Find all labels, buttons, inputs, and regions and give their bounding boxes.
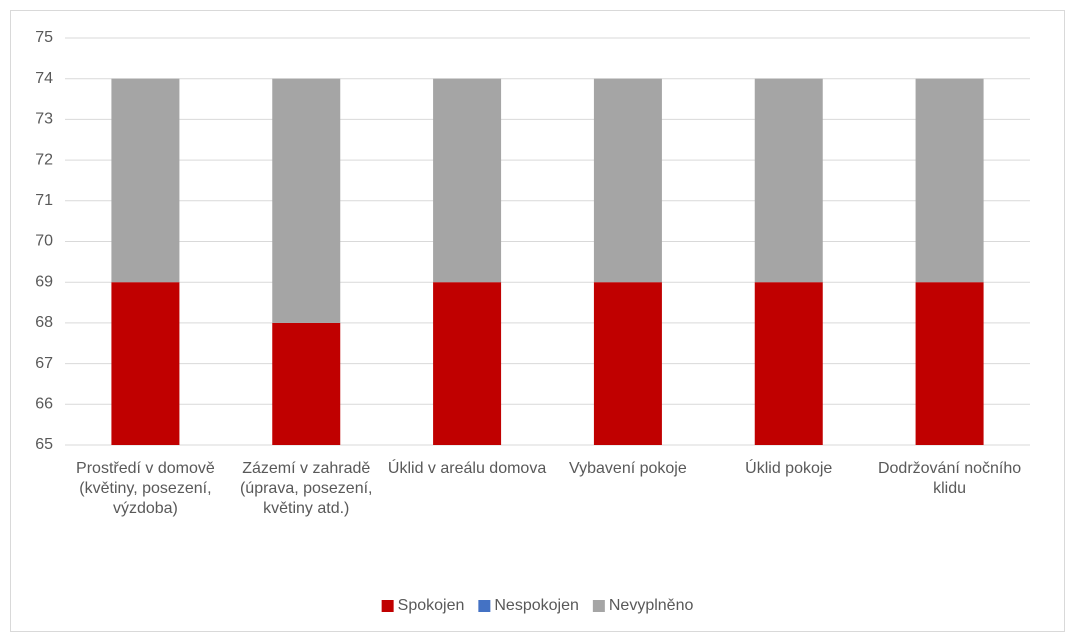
y-tick-label: 73: [35, 111, 53, 128]
bar-segment: [433, 78, 502, 283]
legend-swatch: [478, 600, 491, 612]
y-tick-label: 68: [35, 314, 53, 331]
legend-swatch: [381, 600, 394, 612]
x-tick-label-box: Dodržování nočního klidu: [877, 460, 1022, 497]
bar-segment: [593, 78, 662, 283]
legend-label: Nespokojen: [494, 597, 579, 614]
y-tick-label: 72: [35, 151, 53, 168]
bar-segment: [111, 78, 180, 283]
x-tick-label-box: Úklid v areálu domova: [387, 460, 547, 477]
x-tick-label-box: Vybavení pokoje: [569, 460, 687, 477]
bar-segment: [915, 282, 984, 445]
y-tick-label: 70: [35, 233, 53, 250]
bar-segment: [272, 78, 341, 323]
y-tick-label: 71: [35, 192, 53, 209]
x-tick-label-box: Prostředí v domově (květiny, posezení, v…: [76, 460, 215, 517]
x-tick-label: Úklid v areálu domova: [387, 460, 547, 477]
x-tick-label: Dodržování nočního klidu: [877, 460, 1022, 497]
y-tick-label: 74: [35, 70, 53, 87]
y-tick-label: 65: [35, 436, 53, 453]
bar-segment: [272, 322, 341, 445]
bar-segment: [754, 282, 823, 445]
legend-label: Spokojen: [398, 597, 465, 614]
bar-segment: [915, 78, 984, 283]
y-tick-label: 69: [35, 273, 53, 290]
x-tick-label: Úklid pokoje: [745, 460, 833, 477]
legend-swatch: [592, 600, 605, 612]
bar-segment: [593, 282, 662, 445]
bar-segment: [433, 282, 502, 445]
bar-segment: [111, 282, 180, 445]
x-tick-label: Prostředí v domově (květiny, posezení, v…: [76, 460, 215, 517]
y-tick-label: 75: [35, 29, 53, 46]
legend: Spokojen Nespokojen Nevyplněno: [381, 597, 694, 614]
x-tick-label: Zázemí v zahradě (úprava, posezení, květ…: [239, 460, 373, 517]
y-tick-label: 66: [35, 396, 53, 413]
x-tick-label-box: Úklid pokoje: [745, 460, 833, 477]
x-tick-label-box: Zázemí v zahradě (úprava, posezení, květ…: [239, 460, 373, 517]
x-tick-label: Vybavení pokoje: [569, 460, 687, 477]
bar-segment: [754, 78, 823, 283]
legend-label: Nevyplněno: [609, 597, 694, 614]
y-tick-label: 67: [35, 355, 53, 372]
chart-border: [10, 10, 1065, 632]
